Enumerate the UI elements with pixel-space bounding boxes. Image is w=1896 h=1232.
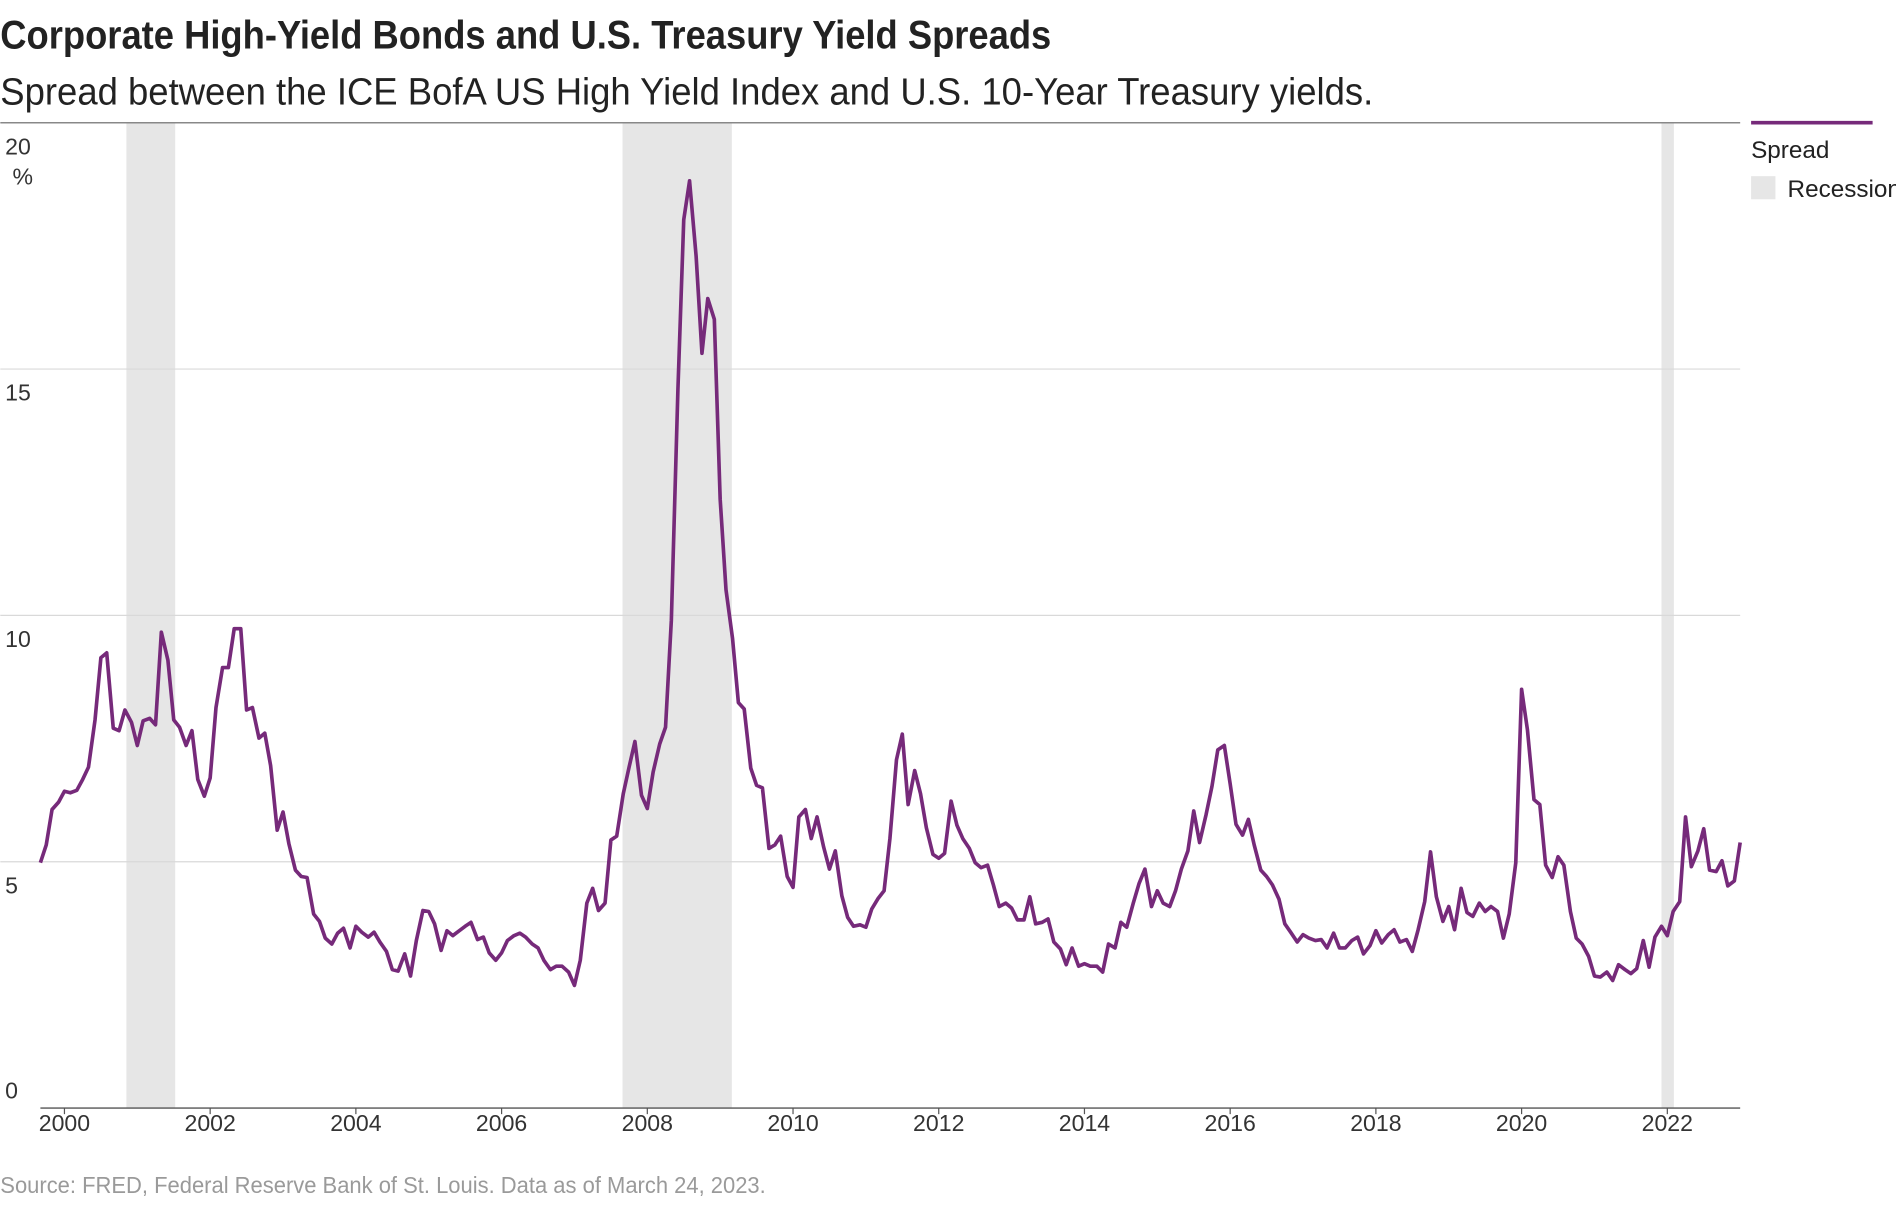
x-tick-label: 2014 <box>1059 1110 1111 1136</box>
y-unit-label: % <box>12 164 33 190</box>
y-tick-label: 20 <box>5 133 31 159</box>
x-tick-label: 2010 <box>767 1110 818 1136</box>
source-note: Source: FRED, Federal Reserve Bank of St… <box>0 1172 765 1198</box>
chart-title: Corporate High-Yield Bonds and U.S. Trea… <box>0 14 1051 58</box>
x-tick-label: 2018 <box>1350 1110 1401 1136</box>
x-tick-label: 2016 <box>1204 1110 1255 1136</box>
y-tick-label: 10 <box>5 626 31 652</box>
x-tick-label: 2004 <box>330 1110 382 1136</box>
y-tick-label: 5 <box>5 872 18 898</box>
x-tick-label: 2002 <box>184 1110 235 1136</box>
x-tick-label: 2006 <box>476 1110 527 1136</box>
y-tick-label: 15 <box>5 380 31 406</box>
legend-label: Recession <box>1788 176 1896 203</box>
x-tick-label: 2022 <box>1642 1110 1693 1136</box>
x-tick-label: 2020 <box>1496 1110 1547 1136</box>
y-tick-label: 0 <box>5 1077 18 1103</box>
legend-swatch <box>1751 176 1776 200</box>
chart-subtitle: Spread between the ICE BofA US High Yiel… <box>0 70 1373 112</box>
x-tick-label: 2000 <box>39 1110 90 1136</box>
legend-label: Spread <box>1751 137 1829 164</box>
spread-line <box>38 179 1742 988</box>
x-tick-label: 2012 <box>913 1110 964 1136</box>
x-tick-label: 2008 <box>622 1110 673 1136</box>
